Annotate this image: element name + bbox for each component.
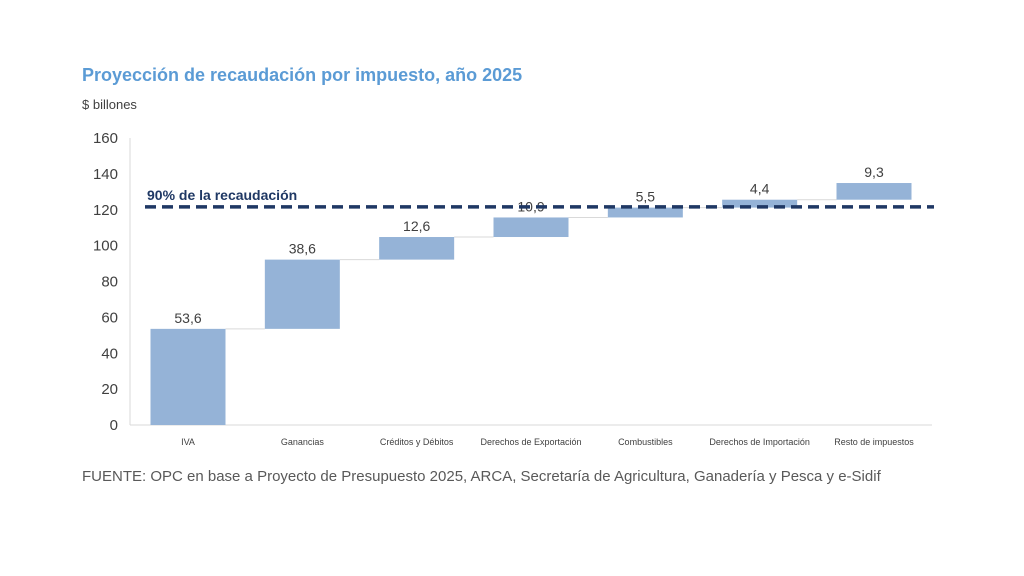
waterfall-bars [150,183,912,425]
x-tick-label: Combustibles [618,437,673,447]
x-tick-label: Créditos y Débitos [380,437,454,447]
x-tick-label: Derechos de Exportación [480,437,581,447]
waterfall-bar [150,328,226,425]
waterfall-chart: 0 20 40 60 80 100 120 140 160 53,6 38,6 12,6 10,9 5,… [93,130,934,447]
y-tick-label: 100 [93,238,118,255]
data-label: 53,6 [174,310,201,326]
waterfall-bar [379,237,455,260]
waterfall-bar [264,259,340,329]
data-label: 10,9 [517,198,544,214]
waterfall-bar [722,199,798,208]
x-tick-label: Derechos de Importación [709,437,810,447]
y-tick-label: 60 [101,309,118,326]
source-note: FUENTE: OPC en base a Proyecto de Presup… [82,468,881,485]
waterfall-bar [607,207,683,218]
y-tick-label: 0 [110,417,118,434]
data-label: 5,5 [636,189,656,205]
data-label: 9,3 [864,164,884,180]
x-tick-label: IVA [181,437,195,447]
reference-line-label: 90% de la recaudación [147,187,297,203]
y-tick-label: 40 [101,345,118,362]
y-tick-label: 80 [101,274,118,291]
x-tick-label: Ganancias [281,437,325,447]
data-labels: 53,6 38,6 12,6 10,9 5,5 4,4 9,3 [174,164,884,326]
y-axis-unit-label: $ billones [82,97,137,112]
waterfall-bar [836,183,912,200]
x-axis-ticks: IVA Ganancias Créditos y Débitos Derechos d… [181,437,914,447]
data-label: 38,6 [289,241,316,257]
y-tick-label: 120 [93,202,118,219]
y-axis-ticks: 0 20 40 60 80 100 120 140 160 [93,130,118,434]
waterfall-bar [493,217,569,238]
y-tick-label: 20 [101,381,118,398]
x-tick-label: Resto de impuestos [834,437,914,447]
data-label: 12,6 [403,218,430,234]
y-tick-label: 160 [93,130,118,147]
data-label: 4,4 [750,181,770,197]
chart-title: Proyección de recaudación por impuesto, … [82,65,523,85]
y-tick-label: 140 [93,166,118,183]
